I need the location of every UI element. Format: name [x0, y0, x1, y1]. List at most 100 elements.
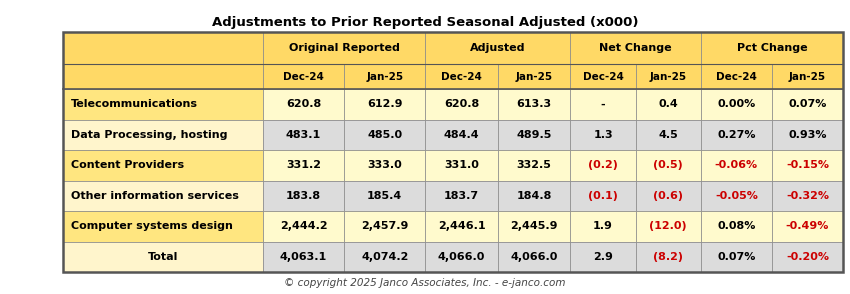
Text: -0.20%: -0.20% [786, 252, 829, 262]
Bar [701, 211, 772, 241]
Text: 4,074.2: 4,074.2 [361, 252, 409, 262]
Bar [636, 150, 701, 181]
Text: Total: Total [148, 252, 178, 262]
Text: (0.5): (0.5) [654, 160, 683, 170]
Text: Original Reported: Original Reported [289, 43, 399, 53]
Text: Jan-25: Jan-25 [516, 71, 552, 81]
Bar [344, 89, 425, 119]
Bar [772, 211, 843, 241]
Text: 0.00%: 0.00% [717, 99, 756, 109]
Text: 489.5: 489.5 [517, 130, 552, 140]
Bar [263, 32, 425, 64]
Bar [63, 211, 263, 241]
Text: 332.5: 332.5 [517, 160, 552, 170]
Text: 331.0: 331.0 [445, 160, 479, 170]
Bar [498, 211, 570, 241]
Text: 331.2: 331.2 [286, 160, 321, 170]
Text: 0.07%: 0.07% [788, 99, 827, 109]
Text: Adjusted: Adjusted [470, 43, 525, 53]
Bar [772, 241, 843, 272]
Bar [701, 32, 843, 64]
Bar [498, 241, 570, 272]
Text: 2,457.9: 2,457.9 [361, 221, 409, 231]
Text: (0.6): (0.6) [654, 191, 683, 201]
Text: 484.4: 484.4 [444, 130, 479, 140]
Text: -0.49%: -0.49% [785, 221, 829, 231]
Bar [772, 150, 843, 181]
Bar [570, 181, 636, 211]
Text: 620.8: 620.8 [444, 99, 479, 109]
Bar [425, 181, 498, 211]
Text: 183.7: 183.7 [444, 191, 479, 201]
Bar [63, 150, 263, 181]
Bar [425, 89, 498, 119]
Bar [701, 119, 772, 150]
Bar [570, 89, 636, 119]
Bar [498, 64, 570, 89]
Text: 483.1: 483.1 [286, 130, 321, 140]
Bar [344, 119, 425, 150]
Text: (8.2): (8.2) [654, 252, 683, 262]
Bar [263, 241, 344, 272]
Bar [263, 119, 344, 150]
Bar [63, 89, 263, 119]
Text: 4.5: 4.5 [659, 130, 678, 140]
Bar [63, 241, 263, 272]
Bar [344, 150, 425, 181]
Bar [498, 150, 570, 181]
Bar [425, 32, 570, 64]
Bar [263, 150, 344, 181]
Bar [570, 241, 636, 272]
Bar [263, 89, 344, 119]
Text: © copyright 2025 Janco Associates, Inc. - e-janco.com: © copyright 2025 Janco Associates, Inc. … [284, 278, 566, 288]
Bar [498, 89, 570, 119]
Text: 4,066.0: 4,066.0 [438, 252, 485, 262]
Bar [344, 211, 425, 241]
Bar [425, 64, 498, 89]
Bar [344, 181, 425, 211]
Text: 485.0: 485.0 [367, 130, 402, 140]
Bar [772, 89, 843, 119]
Bar [344, 64, 425, 89]
Bar [498, 181, 570, 211]
Text: 2,444.2: 2,444.2 [280, 221, 327, 231]
Text: Jan-25: Jan-25 [649, 71, 687, 81]
Text: Pct Change: Pct Change [737, 43, 808, 53]
Bar [425, 150, 498, 181]
Bar [701, 150, 772, 181]
Bar [570, 32, 701, 64]
Bar [63, 181, 263, 211]
Text: Content Providers: Content Providers [71, 160, 184, 170]
Bar [701, 89, 772, 119]
Text: Jan-25: Jan-25 [789, 71, 826, 81]
Text: (12.0): (12.0) [649, 221, 687, 231]
Text: 0.93%: 0.93% [788, 130, 827, 140]
Bar [701, 181, 772, 211]
Text: 183.8: 183.8 [286, 191, 321, 201]
Bar [425, 119, 498, 150]
Text: 620.8: 620.8 [286, 99, 321, 109]
Text: 0.27%: 0.27% [717, 130, 756, 140]
Bar [63, 32, 843, 272]
Bar [636, 119, 701, 150]
Text: 185.4: 185.4 [367, 191, 402, 201]
Text: 2,446.1: 2,446.1 [438, 221, 485, 231]
Text: 333.0: 333.0 [367, 160, 402, 170]
Text: -0.05%: -0.05% [715, 191, 758, 201]
Bar [772, 64, 843, 89]
Text: -0.15%: -0.15% [786, 160, 829, 170]
Text: 4,063.1: 4,063.1 [280, 252, 327, 262]
Text: 612.9: 612.9 [367, 99, 403, 109]
Text: Dec-24: Dec-24 [441, 71, 482, 81]
Bar [63, 64, 263, 89]
Bar [498, 119, 570, 150]
Text: 0.07%: 0.07% [717, 252, 756, 262]
Text: 184.8: 184.8 [517, 191, 552, 201]
Text: 0.4: 0.4 [659, 99, 678, 109]
Text: (0.1): (0.1) [588, 191, 618, 201]
Bar [344, 241, 425, 272]
Text: 4,066.0: 4,066.0 [511, 252, 558, 262]
Text: Telecommunications: Telecommunications [71, 99, 198, 109]
Text: Dec-24: Dec-24 [283, 71, 324, 81]
Text: -0.32%: -0.32% [786, 191, 829, 201]
